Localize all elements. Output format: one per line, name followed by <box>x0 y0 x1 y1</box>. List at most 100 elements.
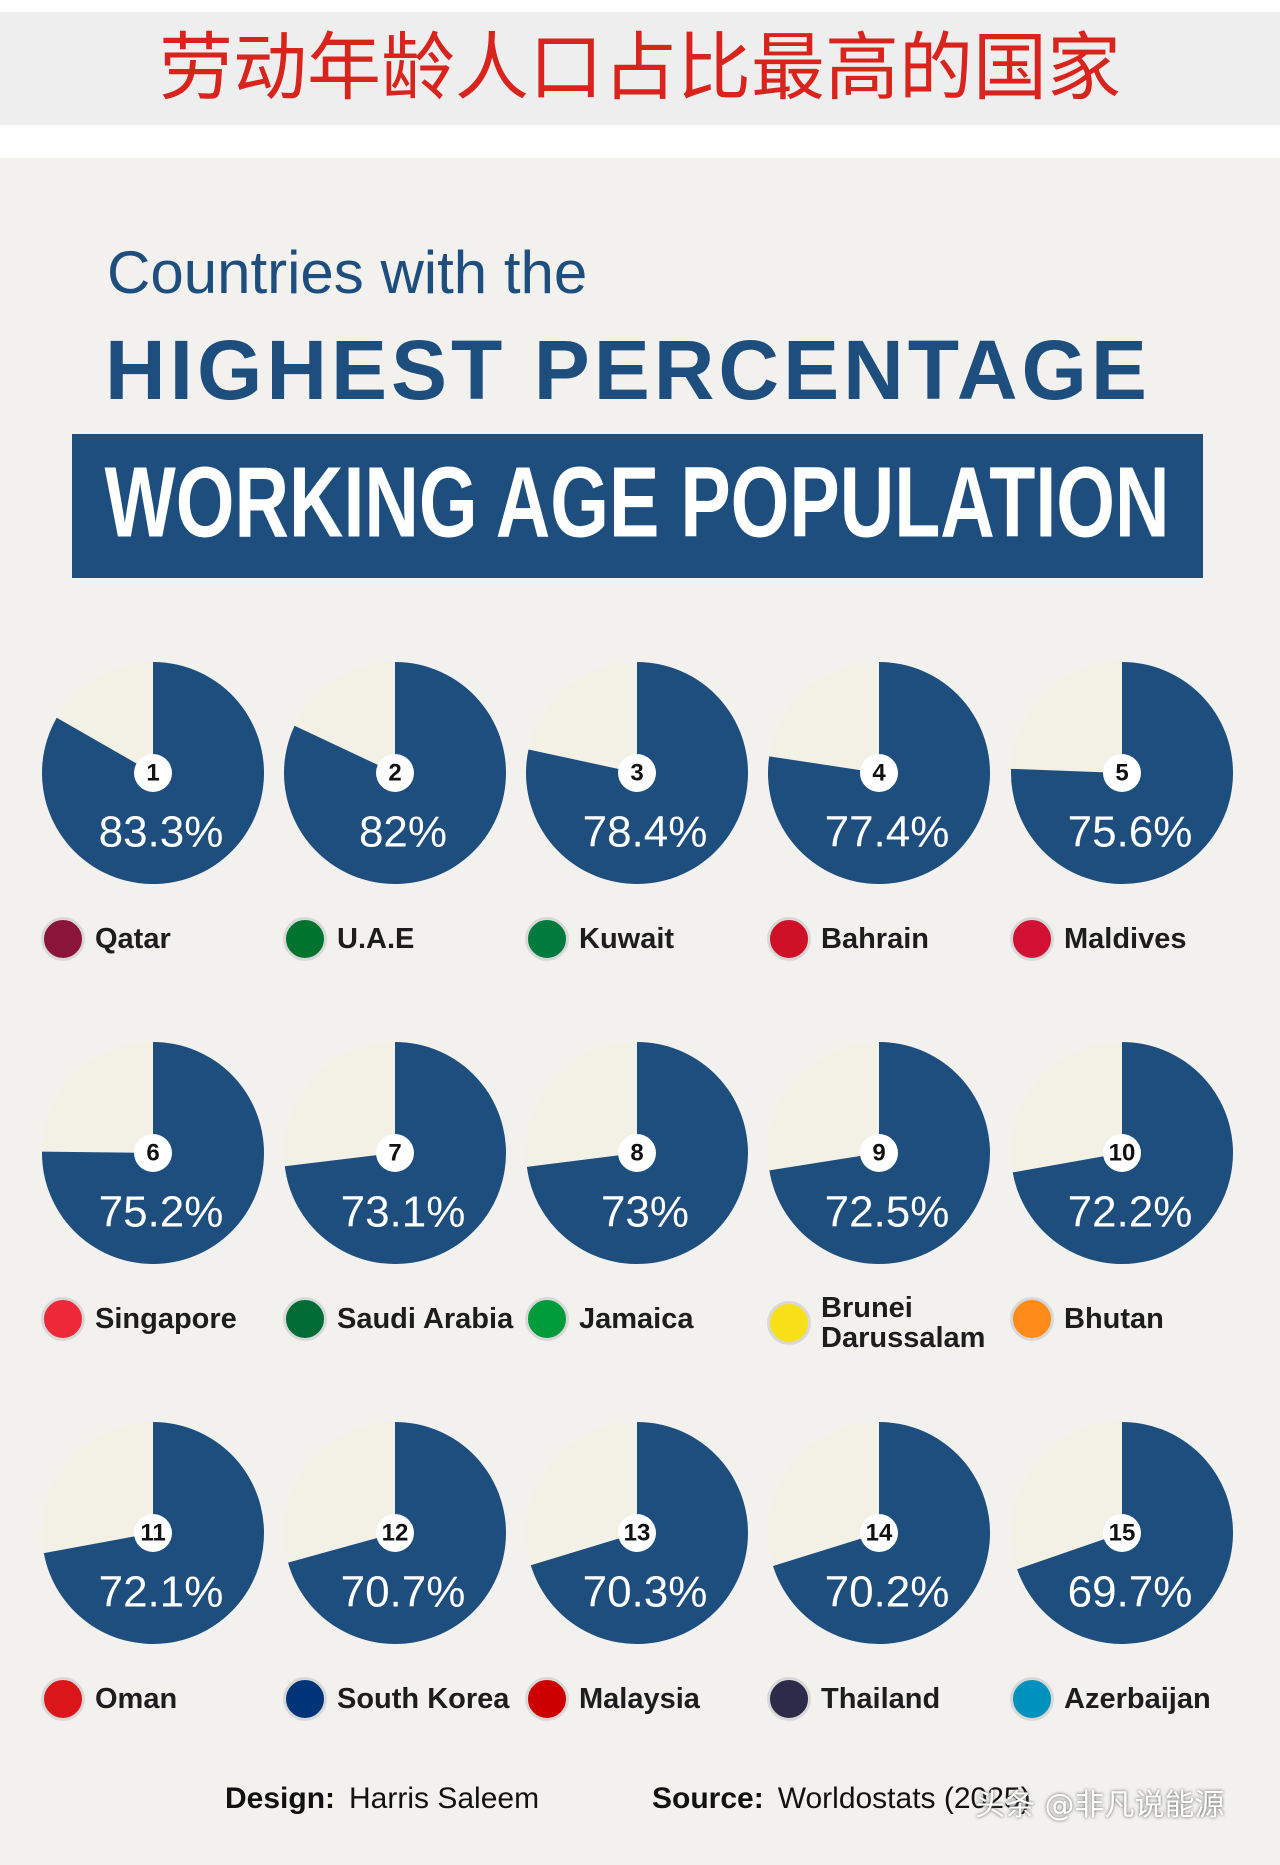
flag <box>41 1677 85 1721</box>
pie: 6 75.2% <box>42 1042 264 1264</box>
pie: 3 78.4% <box>526 662 748 884</box>
value-label: 82% <box>359 808 447 857</box>
country-label: Bahrain <box>767 913 929 965</box>
pie: 5 75.6% <box>1011 662 1233 884</box>
value-label: 73.1% <box>341 1188 466 1237</box>
rank-badge <box>618 1134 656 1172</box>
pie: 11 72.1% <box>42 1422 265 1644</box>
rank: 1 <box>146 759 159 786</box>
country-name: Singapore <box>95 1303 237 1335</box>
country-label: U.A.E <box>283 913 414 965</box>
rank-badge <box>134 1134 172 1172</box>
banner-title: 劳动年龄人口占比最高的国家 <box>159 25 1121 111</box>
rank: 14 <box>866 1519 893 1546</box>
country-name: Bahrain <box>821 923 929 955</box>
watermark: 头条 @非凡说能源 <box>975 1788 1225 1823</box>
design-credit: Design: Harris Saleem <box>225 1782 539 1816</box>
title-box: WORKING AGE POPULATION <box>72 434 1203 578</box>
rank-badge <box>376 1514 414 1552</box>
flag <box>283 1677 327 1721</box>
rank: 13 <box>624 1519 651 1546</box>
flag <box>283 1297 327 1341</box>
flag <box>525 1297 569 1341</box>
rank-badge <box>860 1514 898 1552</box>
design-label: Design: <box>225 1782 336 1815</box>
rank-badge <box>1103 754 1141 792</box>
rank: 4 <box>872 759 886 786</box>
value-label: 72.1% <box>99 1568 224 1617</box>
country-name: Thailand <box>821 1683 941 1715</box>
flag <box>767 917 811 961</box>
value-label: 75.2% <box>99 1188 224 1237</box>
pie: 13 70.3% <box>526 1422 748 1644</box>
flag <box>767 1301 811 1345</box>
design-name: Harris Saleem <box>349 1782 540 1815</box>
country-label: Oman <box>41 1673 177 1725</box>
rank-badge <box>134 1514 172 1552</box>
rank-badge <box>134 754 172 792</box>
country-label: Azerbaijan <box>1010 1673 1211 1725</box>
country-name: South Korea <box>337 1683 510 1715</box>
country-name: Malaysia <box>579 1683 700 1715</box>
rank: 8 <box>630 1139 643 1166</box>
flag <box>1010 1297 1054 1341</box>
pie: 9 72.5% <box>768 1042 990 1264</box>
flag <box>41 1297 85 1341</box>
subtitle: HIGHEST PERCENTAGE OF <box>105 323 1151 514</box>
rank: 5 <box>1115 759 1128 786</box>
rank: 15 <box>1109 1519 1136 1546</box>
country-name: Bhutan <box>1064 1303 1164 1335</box>
rank: 6 <box>146 1139 159 1166</box>
country-name: Jamaica <box>579 1303 694 1335</box>
value-label: 78.4% <box>583 808 708 857</box>
rank: 11 <box>140 1519 165 1546</box>
country-name: Oman <box>95 1683 178 1715</box>
rank-badge <box>618 754 656 792</box>
value-label: 72.2% <box>1068 1188 1193 1237</box>
pie: 1 83.3% <box>41 662 264 884</box>
rank: 9 <box>872 1139 885 1166</box>
pie: 10 72.2% <box>1011 1042 1233 1264</box>
flag <box>767 1677 811 1721</box>
country-label: Bhutan <box>1010 1293 1164 1345</box>
pie: 15 69.7% <box>1011 1422 1233 1644</box>
country-name: Qatar <box>95 923 171 955</box>
rank-badge <box>376 1134 414 1172</box>
value-label: 70.3% <box>583 1568 708 1617</box>
rank-badge <box>1103 1514 1141 1552</box>
flag <box>525 1677 569 1721</box>
flag <box>525 917 569 961</box>
country-label: Qatar <box>41 913 171 965</box>
pie: 14 70.2% <box>768 1422 990 1644</box>
rank: 7 <box>388 1139 401 1166</box>
country-label: Kuwait <box>525 913 674 965</box>
country-name: U.A.E <box>337 923 415 955</box>
rank-badge <box>376 754 414 792</box>
pie: 12 70.7% <box>284 1422 506 1644</box>
title-box-text: WORKING AGE POPULATION <box>105 446 1170 558</box>
value-label: 72.5% <box>825 1188 950 1237</box>
banner: 劳动年龄人口占比最高的国家 <box>0 12 1280 125</box>
value-label: 75.6% <box>1068 808 1193 857</box>
pie: 4 77.4% <box>768 662 990 884</box>
rank-badge <box>618 1514 656 1552</box>
rank: 3 <box>630 759 643 786</box>
country-name: Kuwait <box>579 923 675 955</box>
rank: 10 <box>1109 1139 1136 1166</box>
source-name: Worldostats (2025) <box>777 1782 1031 1815</box>
country-label: Jamaica <box>525 1293 694 1345</box>
pie: 8 73% <box>526 1042 748 1264</box>
value-label: 69.7% <box>1068 1568 1193 1617</box>
pie: 2 82% <box>284 662 506 884</box>
title: Countries with the <box>107 239 588 306</box>
country-name: Brunei Darussalam <box>821 1292 986 1354</box>
pie: 7 73.1% <box>284 1042 506 1264</box>
rank: 12 <box>382 1519 409 1546</box>
value-label: 70.2% <box>825 1568 950 1617</box>
country-name: Maldives <box>1064 923 1187 955</box>
country-label: Thailand <box>767 1673 940 1725</box>
flag <box>1010 917 1054 961</box>
rank-badge <box>860 754 898 792</box>
country-label: South Korea <box>283 1673 509 1725</box>
